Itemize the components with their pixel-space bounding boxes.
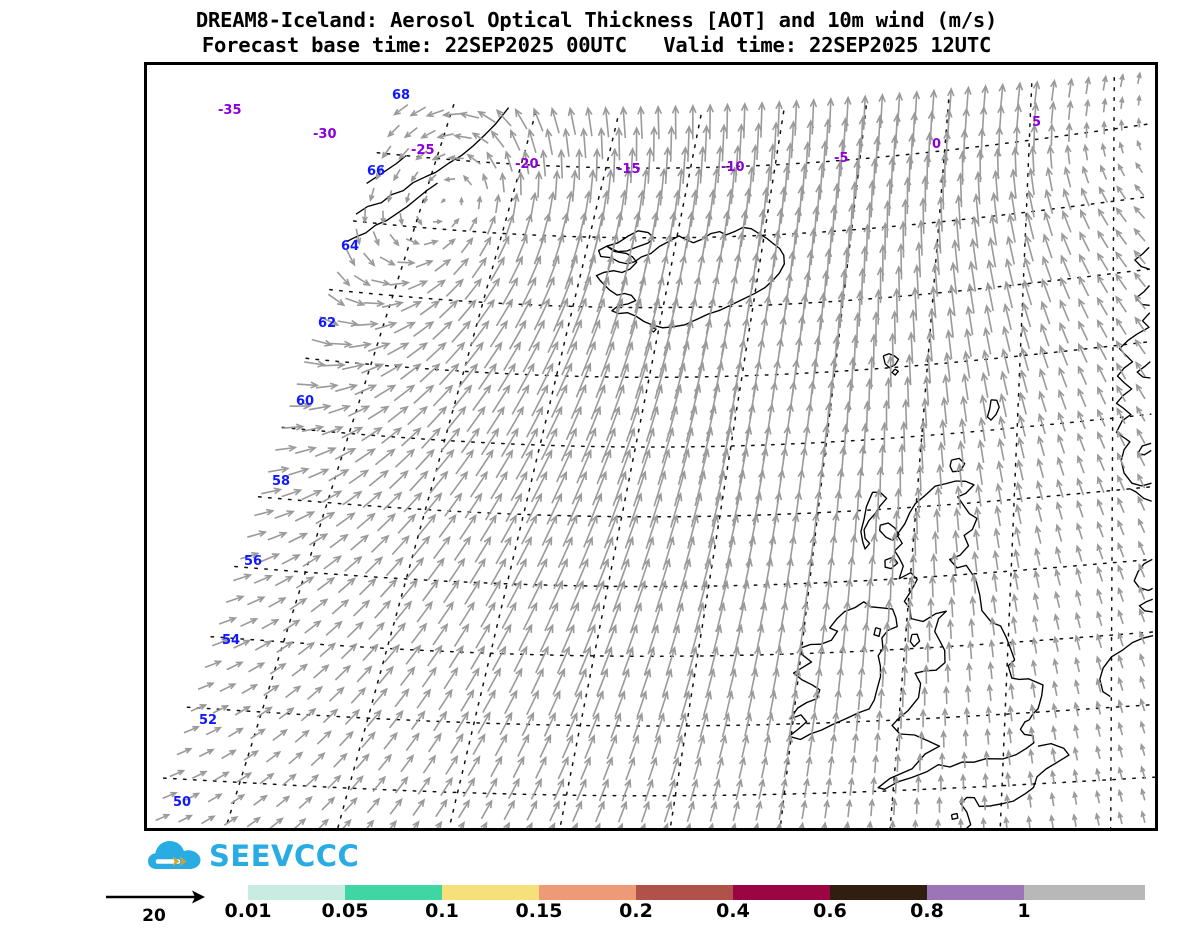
colorbar-tick-1: 1 xyxy=(1017,900,1031,922)
chart-title-line-1: DREAM8-Iceland: Aerosol Optical Thicknes… xyxy=(195,8,998,32)
aot-colorbar xyxy=(248,885,1148,900)
colorbar-segment-7 xyxy=(927,885,1024,900)
colorbar-segment-5 xyxy=(733,885,830,900)
colorbar-segment-3 xyxy=(539,885,636,900)
colorbar-segment-4 xyxy=(636,885,733,900)
colorbar-tick-0.1: 0.1 xyxy=(425,900,459,922)
chart-title-block: DREAM8-Iceland: Aerosol Optical Thicknes… xyxy=(0,8,1193,58)
map-canvas xyxy=(155,70,1155,828)
colorbar-tick-0.8: 0.8 xyxy=(910,900,944,922)
colorbar-segment-2 xyxy=(442,885,539,900)
map-plot-area: 68 66 64 62 60 58 56 54 52 50 -35 -30 -25 -20 -15 -10 -5… xyxy=(144,62,1158,831)
colorbar-tick-0.01: 0.01 xyxy=(224,900,272,922)
seevccc-logo-text: SEEVCCC xyxy=(209,838,360,873)
wind-vector-field xyxy=(155,71,1147,828)
colorbar-tick-0.6: 0.6 xyxy=(813,900,847,922)
colorbar-tick-0.4: 0.4 xyxy=(716,900,750,922)
aot-colorbar-labels: 0.01 0.05 0.1 0.15 0.2 0.4 0.6 0.8 1 xyxy=(0,900,1193,930)
colorbar-tick-0.05: 0.05 xyxy=(321,900,369,922)
seevccc-logo: SEEVCCC xyxy=(148,836,359,876)
wind-arrow-icon xyxy=(106,890,205,904)
coastlines xyxy=(346,107,1154,828)
colorbar-tick-0.2: 0.2 xyxy=(619,900,653,922)
graticule-gridlines xyxy=(162,70,1155,828)
chart-title-line-2: Forecast base time: 22SEP2025 00UTC Vali… xyxy=(201,33,992,57)
colorbar-segment-0 xyxy=(248,885,345,900)
colorbar-segment-6 xyxy=(830,885,927,900)
colorbar-segment-8 xyxy=(1024,885,1145,900)
wind-scale-value: 20 xyxy=(142,906,166,926)
wind-reference-arrow: 20 xyxy=(104,886,216,928)
cloud-icon xyxy=(148,839,202,873)
colorbar-segment-1 xyxy=(345,885,442,900)
colorbar-tick-0.15: 0.15 xyxy=(515,900,563,922)
